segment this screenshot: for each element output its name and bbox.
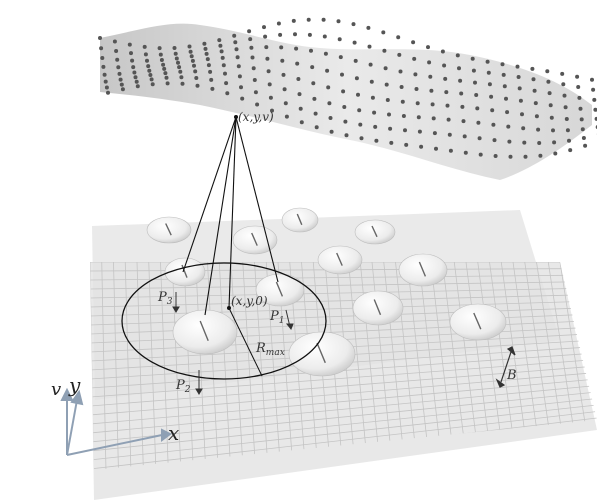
- projection-lines: [182, 116, 279, 316]
- rmax-circle: [121, 262, 327, 380]
- bump-height-label: B: [506, 368, 517, 383]
- rmax-label: Rmax: [255, 341, 285, 358]
- axes: [60, 387, 172, 456]
- bump: [317, 245, 363, 275]
- plane-point-label: (x,y,0): [231, 294, 268, 308]
- surface-point-dot: [234, 115, 238, 119]
- bump: [398, 253, 448, 287]
- bump: [354, 219, 396, 245]
- surface-point-label: (x,y,v): [238, 110, 274, 124]
- bump: [288, 331, 356, 377]
- p-arrows: [172, 292, 294, 395]
- surface-mesh: [98, 17, 597, 180]
- p3-label: P3: [157, 290, 173, 307]
- bump: [352, 290, 404, 326]
- plane-point-dot: [227, 306, 231, 310]
- bump: [172, 309, 238, 355]
- bump: [232, 225, 278, 255]
- bump: [449, 303, 507, 341]
- p1-label: P1: [269, 309, 284, 326]
- bump: [146, 216, 192, 244]
- axis-v-label: v: [51, 379, 61, 400]
- axis-x-label: x: [168, 421, 179, 445]
- bumps: [146, 207, 507, 377]
- rmax-line: [228, 307, 263, 377]
- axis-y-label: y: [68, 373, 81, 397]
- bump: [164, 257, 206, 287]
- bump: [281, 207, 319, 233]
- p2-label: P2: [175, 378, 191, 395]
- bump-height-arrow: [495, 346, 516, 388]
- bump: [255, 273, 305, 307]
